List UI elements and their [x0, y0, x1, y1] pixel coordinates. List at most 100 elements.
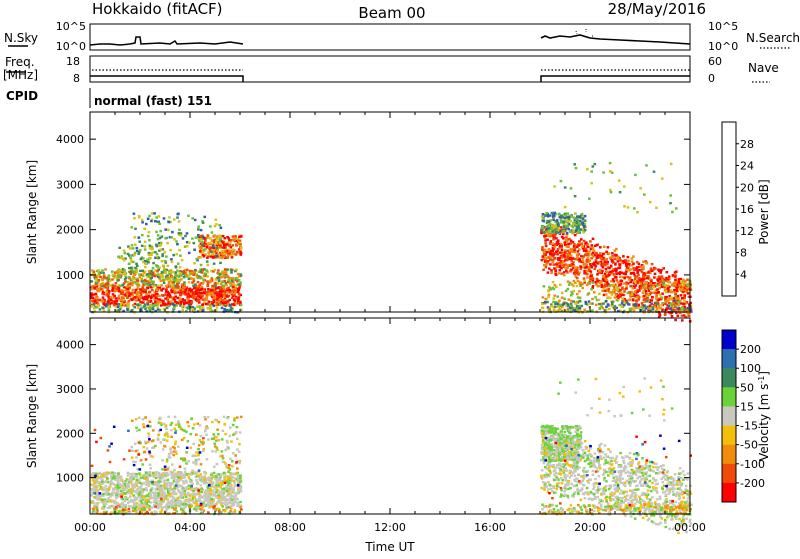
data-cell: [654, 306, 657, 308]
data-cell: [542, 255, 545, 257]
data-cell: [623, 290, 626, 292]
data-cell: [577, 280, 580, 282]
data-cell: [157, 298, 160, 300]
data-cell: [161, 487, 164, 489]
data-cell: [545, 264, 548, 266]
data-cell: [133, 270, 136, 272]
data-cell: [594, 296, 597, 298]
data-cell: [170, 258, 173, 260]
data-cell: [186, 245, 189, 247]
data-cell: [622, 260, 625, 262]
data-cell: [553, 212, 556, 214]
data-cell: [201, 491, 204, 493]
freq-tick-low: 8: [73, 72, 80, 85]
data-cell: [151, 273, 154, 275]
data-cell: [185, 289, 188, 291]
data-cell: [134, 236, 137, 238]
data-cell: [150, 248, 153, 250]
data-cell: [548, 248, 551, 250]
data-cell: [230, 239, 233, 241]
data-cell: [643, 286, 646, 288]
data-cell: [674, 319, 677, 321]
data-cell: [91, 305, 94, 307]
data-cell: [653, 276, 656, 278]
data-cell: [222, 275, 225, 277]
data-cell: [179, 266, 182, 268]
data-cell: [596, 256, 599, 258]
data-cell: [138, 273, 141, 275]
data-cell: [152, 304, 155, 306]
data-cell: [93, 303, 96, 305]
n-sky-label: N.Sky: [4, 31, 38, 45]
data-cell: [134, 244, 137, 246]
data-cell: [171, 477, 174, 479]
data-cell: [161, 255, 164, 257]
data-cell: [632, 263, 635, 265]
freq-label: Freq.: [5, 55, 35, 69]
data-cell: [216, 479, 219, 481]
data-cell: [239, 477, 242, 479]
data-cell: [203, 504, 206, 506]
data-cell: [94, 293, 97, 295]
data-cell: [684, 280, 687, 282]
data-cell: [152, 285, 155, 287]
data-cell: [148, 291, 151, 293]
data-cell: [645, 282, 648, 284]
data-cell: [602, 253, 605, 255]
data-cell: [98, 497, 101, 499]
data-cell: [603, 288, 606, 290]
data-cell: [173, 298, 176, 300]
data-cell: [123, 259, 126, 261]
data-cell: [542, 218, 545, 220]
data-cell: [217, 433, 220, 435]
data-cell: [101, 483, 104, 485]
data-cell: [670, 289, 673, 291]
data-cell: [173, 480, 176, 482]
data-cell: [163, 484, 166, 486]
data-cell: [172, 254, 175, 256]
data-cell: [162, 279, 165, 281]
data-cell: [579, 268, 582, 270]
data-cell: [145, 487, 148, 489]
data-cell: [636, 296, 639, 298]
data-cell: [193, 494, 196, 496]
data-cell: [546, 261, 549, 263]
data-cell: [118, 297, 121, 299]
data-cell: [124, 274, 127, 276]
data-cell: [104, 500, 107, 502]
data-cell: [212, 285, 215, 287]
data-cell: [141, 234, 144, 236]
data-cell: [101, 279, 104, 281]
data-cell: [148, 254, 151, 256]
data-cell: [128, 267, 131, 269]
data-cell: [574, 213, 577, 215]
data-cell: [620, 291, 623, 293]
data-cell: [160, 289, 163, 291]
data-cell: [118, 269, 121, 271]
data-cell: [139, 489, 142, 491]
data-cell: [576, 285, 579, 287]
data-cell: [162, 472, 165, 474]
data-cell: [659, 280, 662, 282]
data-cell: [104, 493, 107, 495]
data-cell: [576, 253, 579, 255]
data-cell: [651, 296, 654, 298]
power-colorbar-tick-label: 24: [740, 160, 754, 173]
data-cell: [102, 272, 105, 274]
power-colorbar-label: Power [dB]: [757, 179, 771, 244]
data-cell: [203, 475, 206, 477]
y-tick-label: 4000: [56, 133, 84, 146]
data-cell: [112, 487, 115, 489]
data-cell: [111, 494, 114, 496]
data-cell: [232, 504, 235, 506]
data-cell: [603, 246, 606, 248]
data-cell: [636, 261, 639, 263]
data-cell: [213, 241, 216, 243]
data-cell: [225, 504, 228, 506]
data-cell: [95, 282, 98, 284]
data-cell: [117, 303, 120, 305]
data-cell: [118, 247, 121, 249]
data-cell: [598, 285, 601, 287]
data-cell: [656, 284, 659, 286]
data-cell: [179, 293, 182, 295]
